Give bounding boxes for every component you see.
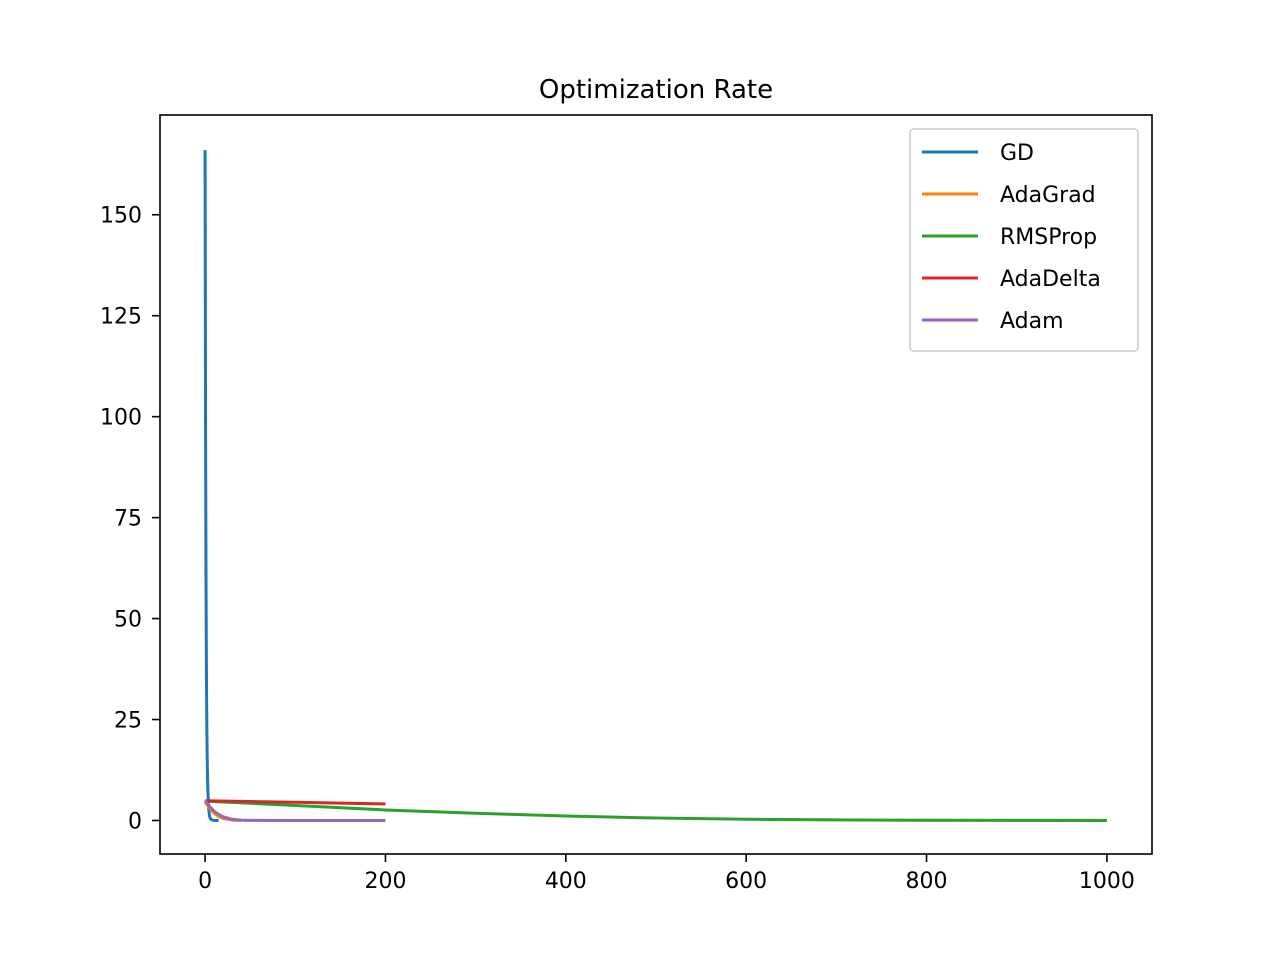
series-line-adam xyxy=(203,799,386,822)
legend: GD AdaGrad RMSProp AdaDelta Adam xyxy=(909,128,1139,352)
x-tick-label: 600 xyxy=(725,869,767,894)
y-tick-label: 50 xyxy=(114,608,142,633)
y-tick-label: 0 xyxy=(128,809,142,834)
legend-label-gd: GD xyxy=(1000,141,1034,166)
series-line-rmsprop xyxy=(205,799,1107,822)
x-tick-label: 800 xyxy=(906,869,948,894)
y-tick-label: 75 xyxy=(114,507,142,532)
legend-label-rmsprop: RMSProp xyxy=(1000,225,1097,250)
x-tick-label: 200 xyxy=(364,869,406,894)
series-layer xyxy=(203,150,1107,822)
x-tick-label: 400 xyxy=(545,869,587,894)
chart-title: Optimization Rate xyxy=(539,75,773,105)
legend-box xyxy=(909,128,1139,352)
x-tick-label: 0 xyxy=(198,869,212,894)
series-line-adadelta xyxy=(205,799,386,806)
y-tick-label: 100 xyxy=(100,406,142,431)
series-line-gd xyxy=(203,150,219,822)
y-axis: 0 25 50 75 100 125 150 xyxy=(100,204,160,834)
legend-label-adam: Adam xyxy=(1000,309,1064,334)
x-tick-label: 1000 xyxy=(1079,869,1135,894)
y-tick-label: 150 xyxy=(100,204,142,229)
x-axis: 0 200 400 600 800 1000 xyxy=(198,854,1135,894)
plot-frame xyxy=(159,114,1153,855)
y-tick-label: 125 xyxy=(100,305,142,330)
y-tick-label: 25 xyxy=(114,709,142,734)
legend-label-adadelta: AdaDelta xyxy=(1000,267,1101,292)
legend-label-adagrad: AdaGrad xyxy=(1000,183,1096,208)
